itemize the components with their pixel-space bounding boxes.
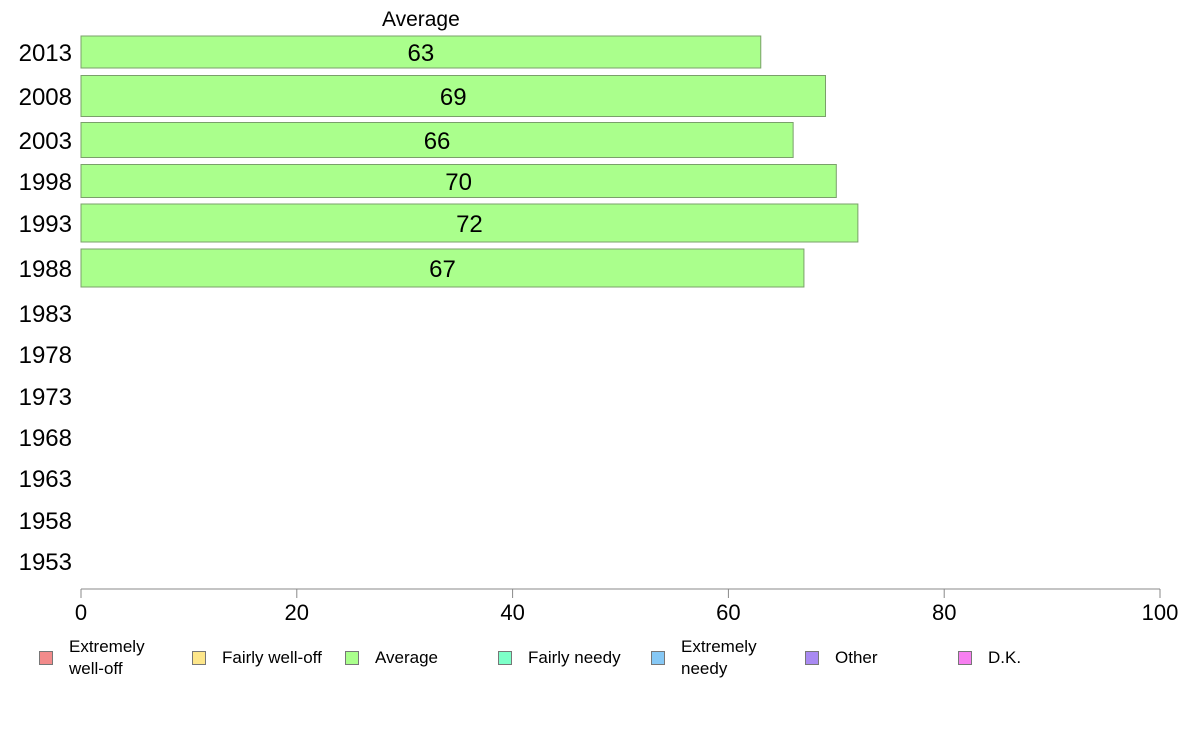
bar-value-label-2013: 63 [408,40,435,67]
legend-label-other: Other [835,648,878,667]
legend-swatch-d-k [958,651,972,665]
year-label-1963: 1963 [19,466,72,493]
bar-average-1998 [80,164,837,198]
legend-item-other: Other [805,632,878,684]
x-tick-label-40: 40 [500,600,524,625]
legend-swatch-fairly-well-off [192,651,206,665]
legend-item-d-k: D.K. [958,632,1021,684]
bar-value-label-1998: 70 [445,169,472,196]
x-tick-label-0: 0 [75,600,87,625]
legend-label-fairly-needy: Fairly needy [528,648,621,667]
legend-label-fairly-well-off: Fairly well-off [222,648,322,667]
x-tick-label-20: 20 [285,600,309,625]
bar-average-1988 [80,248,805,288]
year-label-1978: 1978 [19,342,72,369]
legend-label-extremely-needy: Extremely needy [681,637,757,678]
year-label-1968: 1968 [19,425,72,452]
legend-label-extremely-well-off: Extremely well-off [69,637,145,678]
year-label-1953: 1953 [19,549,72,576]
bar-value-label-1993: 72 [456,211,483,238]
year-label-1958: 1958 [19,508,72,535]
bar-average-2013 [80,35,762,69]
x-tick-label-60: 60 [716,600,740,625]
bar-average-1993 [80,203,859,243]
legend-swatch-extremely-well-off [39,651,53,665]
bar-average-2008 [80,75,827,117]
legend-item-fairly-needy: Fairly needy [498,632,621,684]
bar-average-2003 [80,122,794,158]
legend-swatch-extremely-needy [651,651,665,665]
x-tick-label-100: 100 [1142,600,1179,625]
year-label-1973: 1973 [19,384,72,411]
legend-item-extremely-needy: Extremely needy [651,632,757,684]
year-axis: 2013 2008 2003 1998 1993 1988 1983 1978 1973 1968… [19,40,72,576]
legend-swatch-other [805,651,819,665]
bar-value-label-1988: 67 [429,256,456,283]
legend-item-average: Average [345,632,438,684]
legend: Extremely well-off Fairly well-off Average… [0,632,1188,692]
year-label-1988: 1988 [19,256,72,283]
legend-swatch-average [345,651,359,665]
legend-label-d-k: D.K. [988,648,1022,667]
legend-label-average: Average [375,648,439,667]
series-title-average: Average [382,8,460,31]
year-label-1998: 1998 [19,169,72,196]
x-tick-label-80: 80 [932,600,956,625]
bar-value-label-2008: 69 [440,84,467,111]
legend-item-extremely-well-off: Extremely well-off [39,632,145,684]
year-label-1993: 1993 [19,211,72,238]
bar-value-label-2003: 66 [424,128,451,155]
year-label-2008: 2008 [19,84,72,111]
year-label-2013: 2013 [19,40,72,67]
year-label-1983: 1983 [19,301,72,328]
legend-swatch-fairly-needy [498,651,512,665]
x-axis: 0 20 40 60 80 100 [75,588,1179,625]
year-label-2003: 2003 [19,128,72,155]
legend-item-fairly-well-off: Fairly well-off [192,632,322,684]
